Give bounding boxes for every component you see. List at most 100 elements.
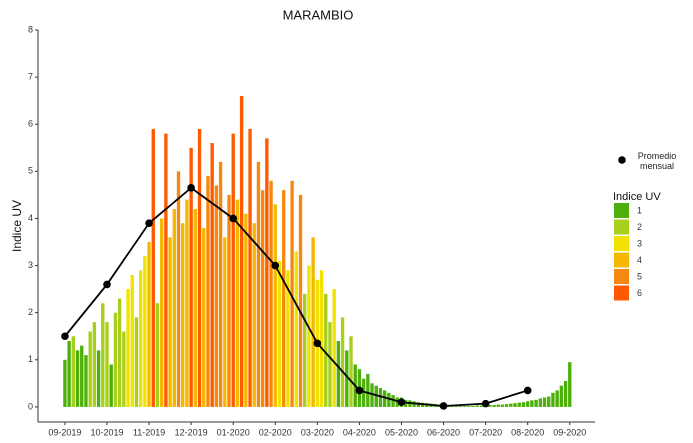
legend-label: 3 [637, 238, 642, 248]
bar [387, 392, 391, 407]
bar [294, 251, 298, 407]
x-tick-label: 10-2019 [90, 427, 123, 437]
bar [277, 260, 282, 407]
legend-label: 1 [637, 205, 642, 215]
bar [530, 400, 534, 407]
line-legend-label: Promedio mensual [637, 151, 677, 171]
bar [134, 317, 139, 407]
y-tick-label: 4 [28, 213, 33, 223]
bar [324, 293, 328, 407]
bar [210, 143, 214, 407]
legend-swatch [614, 269, 629, 284]
bar [298, 194, 303, 407]
y-tick-label: 2 [28, 307, 33, 317]
bar [319, 270, 324, 407]
bar [509, 403, 513, 407]
bar [551, 392, 555, 407]
bar [181, 223, 185, 407]
x-tick-label: 02-2020 [259, 427, 292, 437]
average-point [439, 402, 448, 410]
x-tick-label: 05-2020 [385, 427, 418, 437]
legend-swatch [614, 285, 629, 301]
x-tick-label: 07-2020 [469, 427, 502, 437]
bar [307, 265, 311, 407]
bar [105, 322, 109, 407]
bar [311, 237, 315, 407]
average-point [481, 399, 490, 408]
bar [303, 293, 307, 407]
bar [542, 397, 547, 407]
bar [349, 336, 353, 407]
bar [504, 404, 509, 407]
bar [336, 340, 341, 407]
bar [467, 405, 471, 407]
bar [269, 180, 273, 407]
bar [244, 213, 248, 407]
legend-title: Indice UV [613, 191, 661, 203]
bar [113, 312, 118, 407]
bar [239, 95, 244, 407]
bar [218, 161, 223, 407]
bar [168, 237, 172, 407]
average-point [145, 219, 153, 227]
x-tick-label: 01-2020 [217, 427, 250, 437]
average-point [187, 184, 195, 192]
bar [526, 401, 530, 407]
bar [147, 242, 151, 407]
bar [185, 199, 189, 407]
bar [138, 270, 143, 407]
bar [340, 317, 345, 407]
bar [75, 350, 80, 407]
bar [286, 270, 290, 407]
bar [563, 381, 568, 407]
bar [248, 128, 252, 407]
average-point [397, 398, 406, 407]
bar [496, 404, 500, 407]
bar [517, 402, 521, 407]
average-point [271, 261, 280, 270]
y-tick-label: 7 [28, 71, 33, 81]
y-axis-label: Indice UV [10, 200, 24, 252]
bar [88, 331, 92, 407]
legend-label: 4 [637, 255, 642, 265]
bar [117, 298, 122, 407]
legend-label: 2 [637, 222, 642, 232]
bar [143, 256, 147, 407]
x-tick-label: 09-2020 [553, 427, 586, 437]
y-tick-label: 6 [28, 119, 33, 129]
legend-label: 6 [637, 288, 642, 298]
bar [126, 289, 130, 407]
bar [67, 340, 71, 407]
bar [345, 350, 349, 407]
x-tick-label: 06-2020 [427, 427, 460, 437]
legend-swatch [614, 252, 629, 268]
bar [260, 190, 265, 407]
bar [109, 364, 113, 407]
bar [366, 373, 370, 407]
bar [189, 147, 193, 407]
bar [488, 405, 492, 407]
bar [282, 190, 286, 407]
legend-swatch [614, 236, 629, 251]
x-tick-label: 04-2020 [343, 427, 376, 437]
average-point [313, 339, 322, 348]
bar [547, 396, 551, 407]
average-line [64, 186, 528, 407]
average-point [103, 280, 111, 289]
bar [151, 128, 155, 407]
bar [231, 133, 235, 407]
y-tick-label: 1 [28, 354, 33, 364]
average-point [229, 214, 238, 223]
bar [155, 303, 160, 407]
bar [500, 404, 505, 407]
bar [332, 289, 336, 407]
bar [361, 378, 366, 407]
bar [555, 390, 559, 407]
x-tick-label: 12-2019 [175, 427, 208, 437]
x-tick-label: 09-2019 [48, 427, 81, 437]
bar [492, 405, 496, 407]
bar [378, 388, 383, 407]
bar [538, 398, 542, 407]
